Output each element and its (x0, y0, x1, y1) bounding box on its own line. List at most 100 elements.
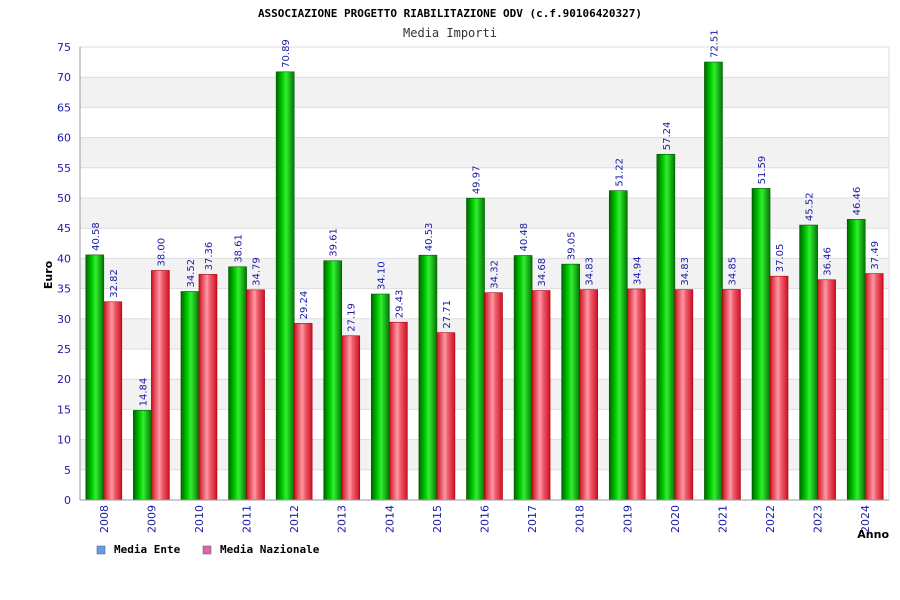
x-tick-label: 2014 (383, 505, 396, 533)
x-tick-label: 2013 (336, 505, 349, 533)
bar-media-ente (180, 291, 200, 501)
y-tick-label: 0 (64, 494, 71, 507)
bar-media-nazionale (151, 270, 170, 501)
y-tick-label: 65 (57, 101, 71, 114)
data-label: 34.10 (376, 261, 387, 290)
data-label: 38.61 (234, 234, 245, 263)
y-tick-label: 50 (57, 192, 71, 205)
bars (85, 61, 884, 501)
bar-media-ente (85, 254, 105, 501)
bar-media-ente (846, 219, 866, 501)
x-tick-label: 2009 (145, 505, 158, 533)
y-tick-label: 60 (57, 132, 71, 145)
chart-subtitle: Media Importi (403, 26, 497, 40)
data-label: 34.85 (727, 257, 738, 286)
bar-media-nazionale (436, 332, 456, 501)
data-label: 40.58 (91, 222, 102, 251)
bar-media-nazionale (293, 323, 313, 501)
data-label: 40.48 (519, 223, 530, 252)
bar-media-nazionale (103, 301, 123, 501)
x-tick-label: 2015 (431, 505, 444, 533)
x-tick-label: 2021 (716, 505, 729, 533)
bar-media-nazionale (246, 289, 265, 501)
bar-media-nazionale (674, 289, 694, 501)
y-tick-label: 5 (64, 464, 71, 477)
x-tick-label: 2023 (812, 505, 825, 533)
bar-media-nazionale (389, 321, 408, 501)
y-axis-ticks: 0 5 10 15 20 25 30 35 40 45 50 55 60 65 70 75 (57, 41, 71, 507)
bar-media-nazionale (626, 288, 646, 501)
y-tick-label: 70 (57, 71, 71, 84)
bar-media-nazionale (198, 274, 218, 501)
bar-media-nazionale (769, 275, 789, 501)
bar-media-nazionale (722, 289, 741, 501)
data-label: 37.36 (204, 242, 215, 271)
data-label: 37.49 (870, 241, 881, 270)
legend-swatch-ente (96, 545, 106, 555)
data-label: 27.19 (347, 303, 358, 332)
y-tick-label: 30 (57, 313, 71, 326)
data-label: 70.89 (281, 39, 292, 68)
data-label: 27.71 (442, 300, 453, 329)
legend: Media Ente Media Nazionale (96, 543, 320, 556)
data-label: 51.22 (614, 158, 625, 187)
x-tick-label: 2008 (98, 505, 111, 533)
data-label: 29.43 (394, 290, 405, 319)
bar-media-ente (418, 254, 438, 501)
x-tick-label: 2020 (669, 505, 682, 533)
data-label: 38.00 (156, 238, 167, 267)
data-label: 72.51 (709, 29, 720, 58)
bar-media-nazionale (817, 279, 836, 501)
x-axis-ticks: 2008 2009 2010 2011 2012 2013 2014 2015 2016 2017… (98, 505, 872, 533)
data-label: 34.52 (186, 259, 197, 288)
plot-band (80, 77, 889, 108)
data-label: 46.46 (852, 187, 863, 216)
x-tick-label: 2017 (526, 505, 539, 533)
y-tick-label: 15 (57, 403, 71, 416)
data-label: 29.24 (299, 291, 310, 320)
y-tick-label: 45 (57, 222, 71, 235)
bar-media-nazionale (579, 289, 598, 501)
bar-media-ente (751, 188, 771, 501)
data-label: 49.97 (472, 166, 483, 195)
x-tick-label: 2016 (479, 505, 492, 533)
bar-media-ente (656, 153, 676, 501)
plot-band (80, 107, 889, 138)
data-label: 39.05 (567, 231, 578, 260)
legend-label-ente: Media Ente (114, 543, 181, 556)
data-label: 34.32 (490, 260, 501, 289)
x-tick-label: 2012 (288, 505, 301, 533)
bar-media-ente (323, 260, 343, 501)
bar-media-ente (275, 71, 295, 501)
y-axis-label: Euro (42, 260, 55, 289)
data-label: 39.61 (329, 228, 340, 257)
data-label: 34.94 (632, 256, 643, 285)
y-tick-label: 25 (57, 343, 71, 356)
bar-media-ente (608, 190, 628, 501)
x-axis-label: Anno (857, 528, 889, 541)
y-tick-label: 40 (57, 252, 71, 265)
bar-media-nazionale (484, 292, 503, 501)
data-label: 57.24 (662, 122, 673, 151)
y-tick-label: 35 (57, 283, 71, 296)
plot-band (80, 137, 889, 168)
x-tick-label: 2011 (241, 505, 254, 533)
bar-media-nazionale (341, 335, 361, 501)
data-label: 51.59 (757, 156, 768, 185)
legend-item-nazionale: Media Nazionale (202, 543, 320, 556)
bar-media-ente (704, 61, 723, 501)
legend-swatch-nazionale (202, 545, 212, 555)
bar-media-nazionale (531, 290, 551, 501)
data-label: 34.79 (252, 257, 263, 286)
bar-media-ente (799, 224, 818, 501)
y-tick-label: 75 (57, 41, 71, 54)
chart-title: ASSOCIAZIONE PROGETTO RIABILITAZIONE ODV… (258, 7, 642, 20)
y-tick-label: 20 (57, 373, 71, 386)
y-tick-label: 55 (57, 162, 71, 175)
data-label: 34.68 (537, 258, 548, 287)
x-tick-label: 2018 (574, 505, 587, 533)
bar-media-ente (466, 197, 485, 501)
x-tick-label: 2024 (859, 505, 872, 533)
bar-media-ente (371, 293, 390, 501)
